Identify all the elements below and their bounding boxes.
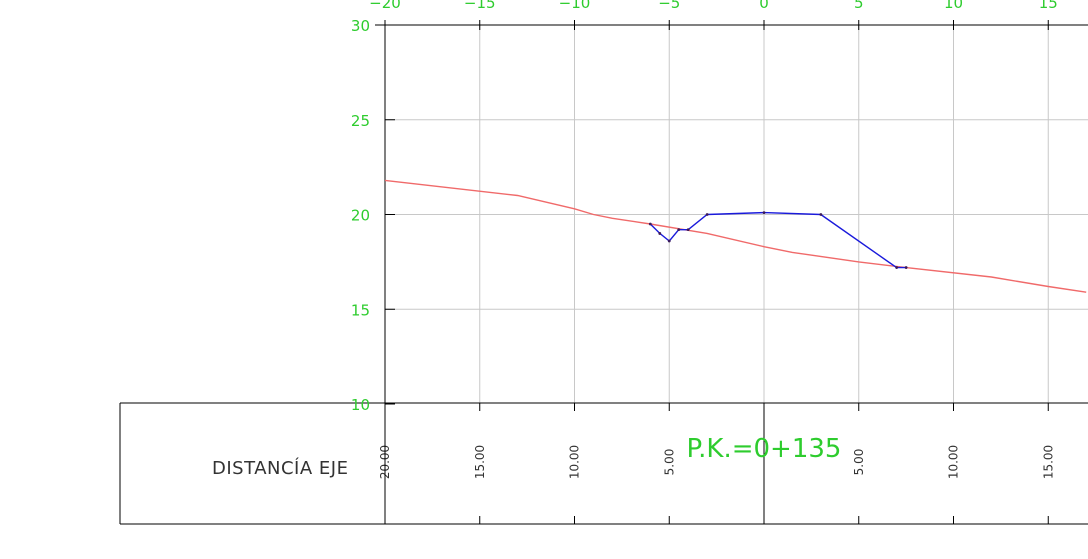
x-tick-label: −20 (369, 0, 401, 12)
table-distance-label: 10.00 (947, 445, 961, 479)
table-row-label: DISTANCÍA EJE (212, 457, 348, 479)
x-tick-label: 10 (944, 0, 963, 12)
section-vertex (895, 266, 899, 269)
section-vertex (648, 222, 652, 226)
distance-table: DISTANCÍA EJE 20.00 15.00 10.00 5.00 5.00 10.0… (119, 402, 1088, 525)
table-distance-label: 10.00 (568, 445, 582, 479)
y-tick-label: 25 (351, 112, 370, 130)
section-vertex (819, 213, 823, 216)
x-tick-label: −10 (559, 0, 591, 12)
y-tick-label: 20 (351, 207, 370, 225)
section-vertex (677, 228, 681, 232)
x-tick-label: −5 (658, 0, 680, 12)
table-distance-label: 15.00 (1041, 445, 1055, 479)
section-vertex (904, 266, 908, 269)
section-vertex (686, 228, 690, 232)
station-label: P.K.=0+135 (687, 434, 842, 464)
y-tick-label: 10 (351, 396, 370, 414)
section-line (649, 211, 907, 269)
table-distance-label: 5.00 (662, 449, 676, 476)
section-vertex (658, 232, 662, 235)
section-vertex (667, 239, 671, 243)
table-distance-label: 5.00 (852, 449, 866, 476)
series-group (384, 179, 1087, 293)
section-vertex (762, 211, 766, 215)
table-distance-label: 15.00 (473, 445, 487, 479)
labels-group: −20 −15 −10 −5 0 5 10 15 30 25 20 15 10 P.K.=0+135 (351, 0, 1058, 464)
axes (375, 20, 1088, 524)
grid-lines (385, 25, 1088, 403)
section-vertex (705, 213, 709, 216)
x-tick-label: 0 (759, 0, 769, 12)
terrain-line (384, 179, 1087, 293)
y-tick-label: 15 (351, 301, 370, 319)
y-tick-label: 30 (351, 17, 370, 35)
x-tick-label: 15 (1039, 0, 1058, 12)
x-tick-label: −15 (464, 0, 496, 12)
x-tick-label: 5 (854, 0, 864, 12)
